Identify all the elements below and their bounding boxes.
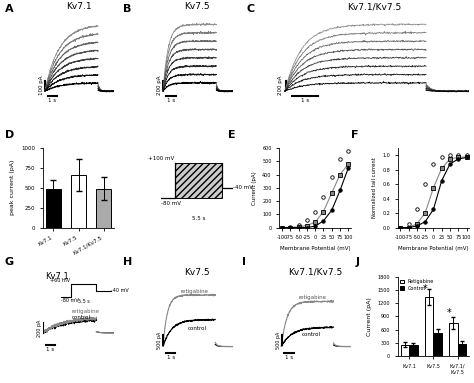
- Kv7.5: [346, 149, 351, 153]
- Bar: [96, 188, 111, 228]
- Text: 500 pA: 500 pA: [276, 331, 281, 349]
- Kv7.1: [304, 225, 310, 230]
- Kv7.1/Kv7.5: [320, 210, 326, 214]
- Kv7.1/Kv7.5: [287, 225, 293, 230]
- Text: F: F: [351, 130, 358, 140]
- Kv7.5: [320, 195, 326, 200]
- Kv7.1: [279, 225, 285, 230]
- Bar: [457, 344, 466, 356]
- Kv7.5: [312, 210, 318, 214]
- Title: Kv7.5: Kv7.5: [184, 268, 210, 277]
- Bar: [433, 333, 442, 356]
- Text: D: D: [5, 130, 14, 140]
- Text: -80 mV: -80 mV: [161, 201, 181, 206]
- Text: +60 mV: +60 mV: [51, 278, 71, 283]
- Text: E: E: [228, 130, 235, 140]
- Bar: [425, 296, 433, 356]
- Kv7.1/Kv7.5: [337, 172, 343, 177]
- Text: -40 mV: -40 mV: [111, 288, 128, 293]
- Text: retigabine: retigabine: [299, 295, 327, 300]
- Title: Kv7.1: Kv7.1: [66, 2, 91, 11]
- Text: B: B: [123, 4, 132, 14]
- Kv7.1: [346, 166, 351, 170]
- Bar: [46, 190, 61, 228]
- Text: 200 pA: 200 pA: [278, 76, 283, 95]
- Text: 1 s: 1 s: [48, 98, 56, 103]
- Text: 500 pA: 500 pA: [157, 331, 163, 349]
- Text: C: C: [246, 4, 255, 14]
- Text: G: G: [5, 257, 14, 267]
- Text: 5.5 s: 5.5 s: [78, 299, 90, 304]
- Text: 1 s: 1 s: [166, 355, 174, 360]
- Legend: Retigabine, Control: Retigabine, Control: [400, 279, 434, 291]
- Bar: [449, 323, 457, 356]
- X-axis label: Membrane Potential (mV): Membrane Potential (mV): [398, 246, 469, 251]
- Kv7.5: [287, 224, 293, 229]
- Bar: [409, 345, 418, 356]
- Text: *: *: [447, 308, 451, 318]
- Text: control: control: [302, 332, 321, 337]
- Bar: [401, 345, 409, 356]
- Text: A: A: [5, 4, 13, 14]
- Title: Kv7.1/Kv7.5: Kv7.1/Kv7.5: [347, 2, 401, 11]
- Text: Kv7.1: Kv7.1: [45, 272, 69, 281]
- Kv7.1: [329, 208, 335, 213]
- Text: 100 pA: 100 pA: [39, 76, 44, 95]
- Kv7.1: [320, 219, 326, 223]
- Kv7.1: [296, 225, 301, 230]
- Kv7.1/Kv7.5: [329, 191, 335, 195]
- Kv7.1/Kv7.5: [346, 162, 351, 166]
- Text: 1 s: 1 s: [301, 98, 310, 103]
- Text: H: H: [123, 257, 133, 267]
- Text: control: control: [72, 315, 91, 320]
- Kv7.1: [337, 188, 343, 193]
- Text: -80 mV: -80 mV: [61, 298, 78, 303]
- Kv7.5: [329, 175, 335, 180]
- Kv7.1: [312, 224, 318, 229]
- Kv7.1/Kv7.5: [304, 223, 310, 228]
- Y-axis label: peak current (pA): peak current (pA): [10, 160, 16, 216]
- Text: 1 s: 1 s: [167, 98, 175, 103]
- Y-axis label: Current (pA): Current (pA): [367, 297, 372, 336]
- Kv7.1/Kv7.5: [279, 225, 285, 230]
- Text: 1 s: 1 s: [285, 355, 293, 360]
- Kv7.1/Kv7.5: [312, 220, 318, 224]
- Title: Kv7.1/Kv7.5: Kv7.1/Kv7.5: [288, 268, 342, 277]
- Bar: [175, 163, 222, 198]
- Text: -40 mV: -40 mV: [233, 185, 253, 190]
- Text: +100 mV: +100 mV: [147, 156, 174, 161]
- Text: 5.5 s: 5.5 s: [192, 216, 205, 221]
- Bar: [71, 175, 86, 228]
- Y-axis label: Normalized tail current: Normalized tail current: [372, 157, 377, 218]
- Kv7.1: [287, 225, 293, 230]
- Kv7.5: [279, 225, 285, 230]
- Text: 200 pA: 200 pA: [37, 319, 42, 337]
- Kv7.5: [296, 223, 301, 227]
- Text: J: J: [356, 257, 359, 267]
- Line: Kv7.1/Kv7.5: Kv7.1/Kv7.5: [280, 162, 350, 229]
- Kv7.1/Kv7.5: [296, 224, 301, 229]
- Kv7.5: [337, 156, 343, 161]
- Text: I: I: [242, 257, 246, 267]
- X-axis label: Membrane Potential (mV): Membrane Potential (mV): [280, 246, 350, 251]
- Text: retigabine: retigabine: [181, 289, 209, 294]
- Line: Kv7.1: Kv7.1: [280, 166, 350, 229]
- Line: Kv7.5: Kv7.5: [280, 149, 350, 229]
- Text: 200 pA: 200 pA: [157, 76, 163, 95]
- Text: control: control: [187, 326, 206, 331]
- Text: *: *: [423, 283, 428, 293]
- Text: 1 s: 1 s: [46, 347, 55, 352]
- Title: Kv7.5: Kv7.5: [184, 2, 210, 11]
- Y-axis label: Current (pA): Current (pA): [252, 171, 257, 205]
- Kv7.5: [304, 217, 310, 222]
- Text: retigabine: retigabine: [72, 309, 100, 314]
